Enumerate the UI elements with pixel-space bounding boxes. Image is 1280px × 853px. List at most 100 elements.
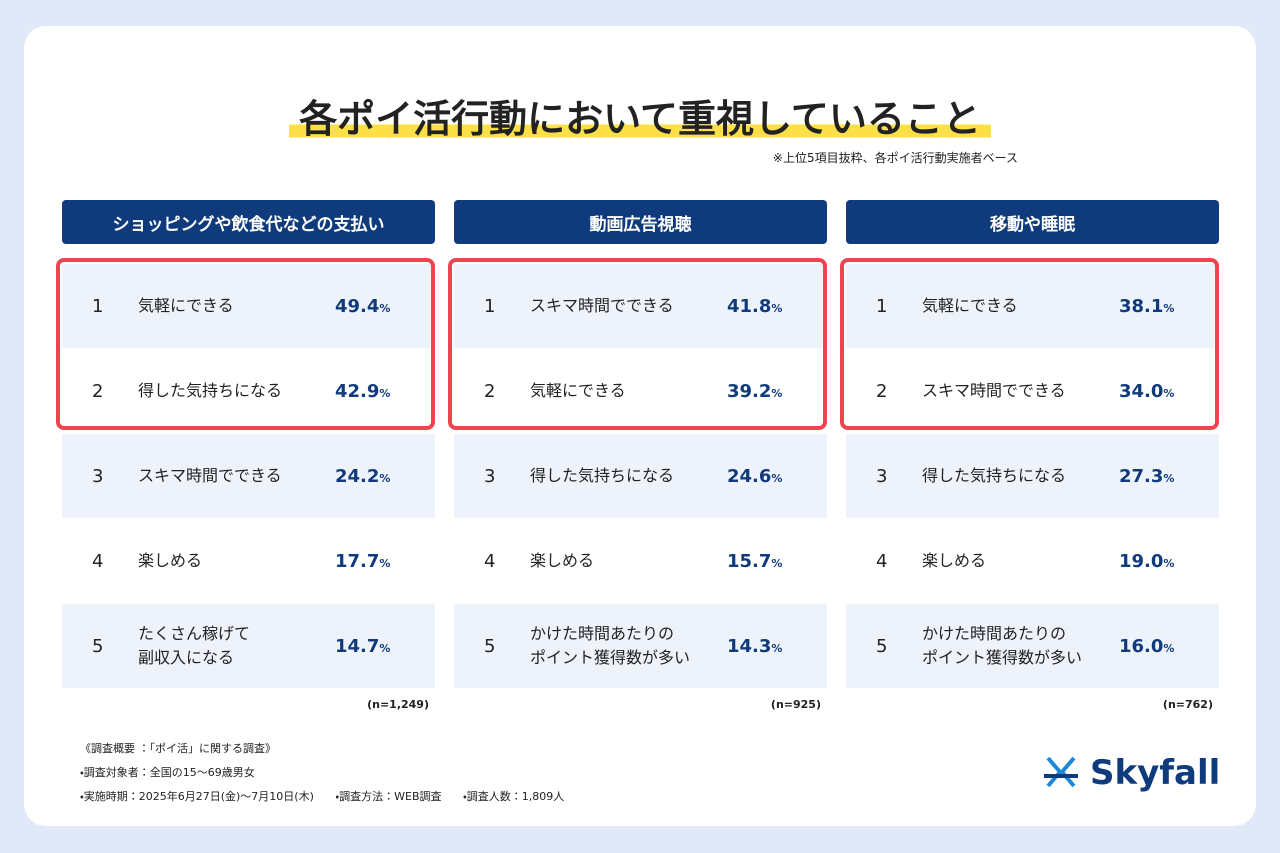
item-value: 38.1% — [1119, 296, 1219, 317]
rank: 1 — [92, 295, 104, 317]
item-label: 気軽にできる — [530, 381, 626, 400]
rank-row: 5 たくさん稼げて 副収入になる 14.7% — [62, 604, 435, 688]
item-label: 気軽にできる — [138, 296, 234, 315]
value-number: 27.3 — [1119, 465, 1164, 487]
value-unit: % — [379, 471, 391, 485]
item-value: 24.2% — [335, 466, 435, 487]
item-value: 17.7% — [335, 551, 435, 572]
value-unit: % — [771, 641, 783, 655]
rank-row: 4 楽しめる 19.0% — [846, 519, 1219, 603]
value-unit: % — [771, 386, 783, 400]
rank-row: 1 気軽にできる 49.4% — [62, 264, 435, 348]
rank-row: 4 楽しめる 17.7% — [62, 519, 435, 603]
value-number: 49.4 — [335, 295, 380, 317]
footer-count: ・調査人数：1,809人 — [463, 790, 565, 803]
title: 各ポイ活行動において重視していること — [0, 88, 1280, 143]
item-label: 得した気持ちになる — [530, 466, 675, 485]
column: 移動や睡眠 1 気軽にできる 38.1% 2 スキマ時間でできる 34.0% 3 得した気持ちに… — [840, 200, 1219, 711]
item-label: 楽しめる — [530, 551, 595, 570]
rank-row: 5 かけた時間あたりの ポイント獲得数が多い 14.3% — [454, 604, 827, 688]
rank-row: 1 気軽にできる 38.1% — [846, 264, 1219, 348]
top-two-highlight — [448, 258, 827, 430]
value-number: 15.7 — [727, 550, 772, 572]
item-value: 19.0% — [1119, 551, 1219, 572]
value-unit: % — [1163, 386, 1175, 400]
rank: 3 — [876, 465, 888, 487]
column-header: 移動や睡眠 — [846, 200, 1219, 244]
rank: 1 — [484, 295, 496, 317]
value-unit: % — [379, 641, 391, 655]
item-label: スキマ時間でできる — [138, 466, 282, 485]
rank: 2 — [484, 380, 496, 402]
value-number: 41.8 — [727, 295, 772, 317]
rank: 3 — [484, 465, 496, 487]
item-value: 42.9% — [335, 381, 435, 402]
rank-row: 3 得した気持ちになる 24.6% — [454, 434, 827, 518]
value-number: 24.2 — [335, 465, 380, 487]
value-number: 38.1 — [1119, 295, 1164, 317]
footer-period: ・実施時期：2025年6月27日(金)〜7月10日(木) — [80, 790, 314, 803]
value-number: 39.2 — [727, 380, 772, 402]
value-unit: % — [1163, 471, 1175, 485]
column-header: ショッピングや飲食代などの支払い — [62, 200, 435, 244]
rank: 5 — [484, 635, 496, 657]
top-two-highlight — [56, 258, 435, 430]
rank: 2 — [876, 380, 888, 402]
footer-method: ・調査方法：WEB調査 — [335, 790, 442, 803]
rank: 4 — [876, 550, 888, 572]
rank-row: 2 得した気持ちになる 42.9% — [62, 349, 435, 433]
rank-row: 2 スキマ時間でできる 34.0% — [846, 349, 1219, 433]
rank: 3 — [92, 465, 104, 487]
column: ショッピングや飲食代などの支払い 1 気軽にできる 49.4% 2 得した気持ちになる 42… — [56, 200, 435, 711]
value-unit: % — [1163, 641, 1175, 655]
item-value: 24.6% — [727, 466, 827, 487]
sample-size: (n=925) — [770, 698, 821, 711]
item-value: 15.7% — [727, 551, 827, 572]
rank-row: 2 気軽にできる 39.2% — [454, 349, 827, 433]
value-unit: % — [379, 301, 391, 315]
item-value: 49.4% — [335, 296, 435, 317]
rank: 1 — [876, 295, 888, 317]
value-unit: % — [771, 471, 783, 485]
item-value: 27.3% — [1119, 466, 1219, 487]
item-label: たくさん稼げて 副収入になる — [138, 624, 251, 667]
item-label: 気軽にできる — [922, 296, 1018, 315]
value-number: 24.6 — [727, 465, 772, 487]
sample-size: (n=762) — [1162, 698, 1213, 711]
item-label: 得した気持ちになる — [138, 381, 283, 400]
item-value: 14.3% — [727, 636, 827, 657]
item-label: スキマ時間でできる — [922, 381, 1066, 400]
value-number: 14.3 — [727, 635, 772, 657]
rank: 4 — [92, 550, 104, 572]
top-two-highlight — [840, 258, 1219, 430]
item-label: かけた時間あたりの ポイント獲得数が多い — [530, 624, 691, 667]
rank-row: 3 得した気持ちになる 27.3% — [846, 434, 1219, 518]
value-unit: % — [771, 301, 783, 315]
value-number: 17.7 — [335, 550, 380, 572]
rank-row: 1 スキマ時間でできる 41.8% — [454, 264, 827, 348]
value-unit: % — [379, 386, 391, 400]
rank-row: 4 楽しめる 15.7% — [454, 519, 827, 603]
logo-icon — [1044, 756, 1078, 788]
logo: Skyfall — [1040, 752, 1220, 794]
item-label: 楽しめる — [922, 551, 987, 570]
value-unit: % — [379, 556, 391, 570]
column-header: 動画広告視聴 — [454, 200, 827, 244]
title-text: 各ポイ活行動において重視していること — [289, 97, 991, 141]
item-value: 39.2% — [727, 381, 827, 402]
note: ※上位5項目抜粋、各ポイ活行動実施者ベース — [772, 151, 1018, 165]
item-value: 41.8% — [727, 296, 827, 317]
rank: 5 — [876, 635, 888, 657]
value-unit: % — [771, 556, 783, 570]
value-number: 14.7 — [335, 635, 380, 657]
footer-target: ・調査対象者：全国の15〜69歳男女 — [80, 766, 255, 779]
logo-text: Skyfall — [1090, 753, 1221, 793]
rank-row: 5 かけた時間あたりの ポイント獲得数が多い 16.0% — [846, 604, 1219, 688]
column: 動画広告視聴 1 スキマ時間でできる 41.8% 2 気軽にできる 39.2% 3 得した気持ち… — [448, 200, 827, 711]
rank-row: 3 スキマ時間でできる 24.2% — [62, 434, 435, 518]
rank: 5 — [92, 635, 104, 657]
value-unit: % — [1163, 301, 1175, 315]
value-unit: % — [1163, 556, 1175, 570]
